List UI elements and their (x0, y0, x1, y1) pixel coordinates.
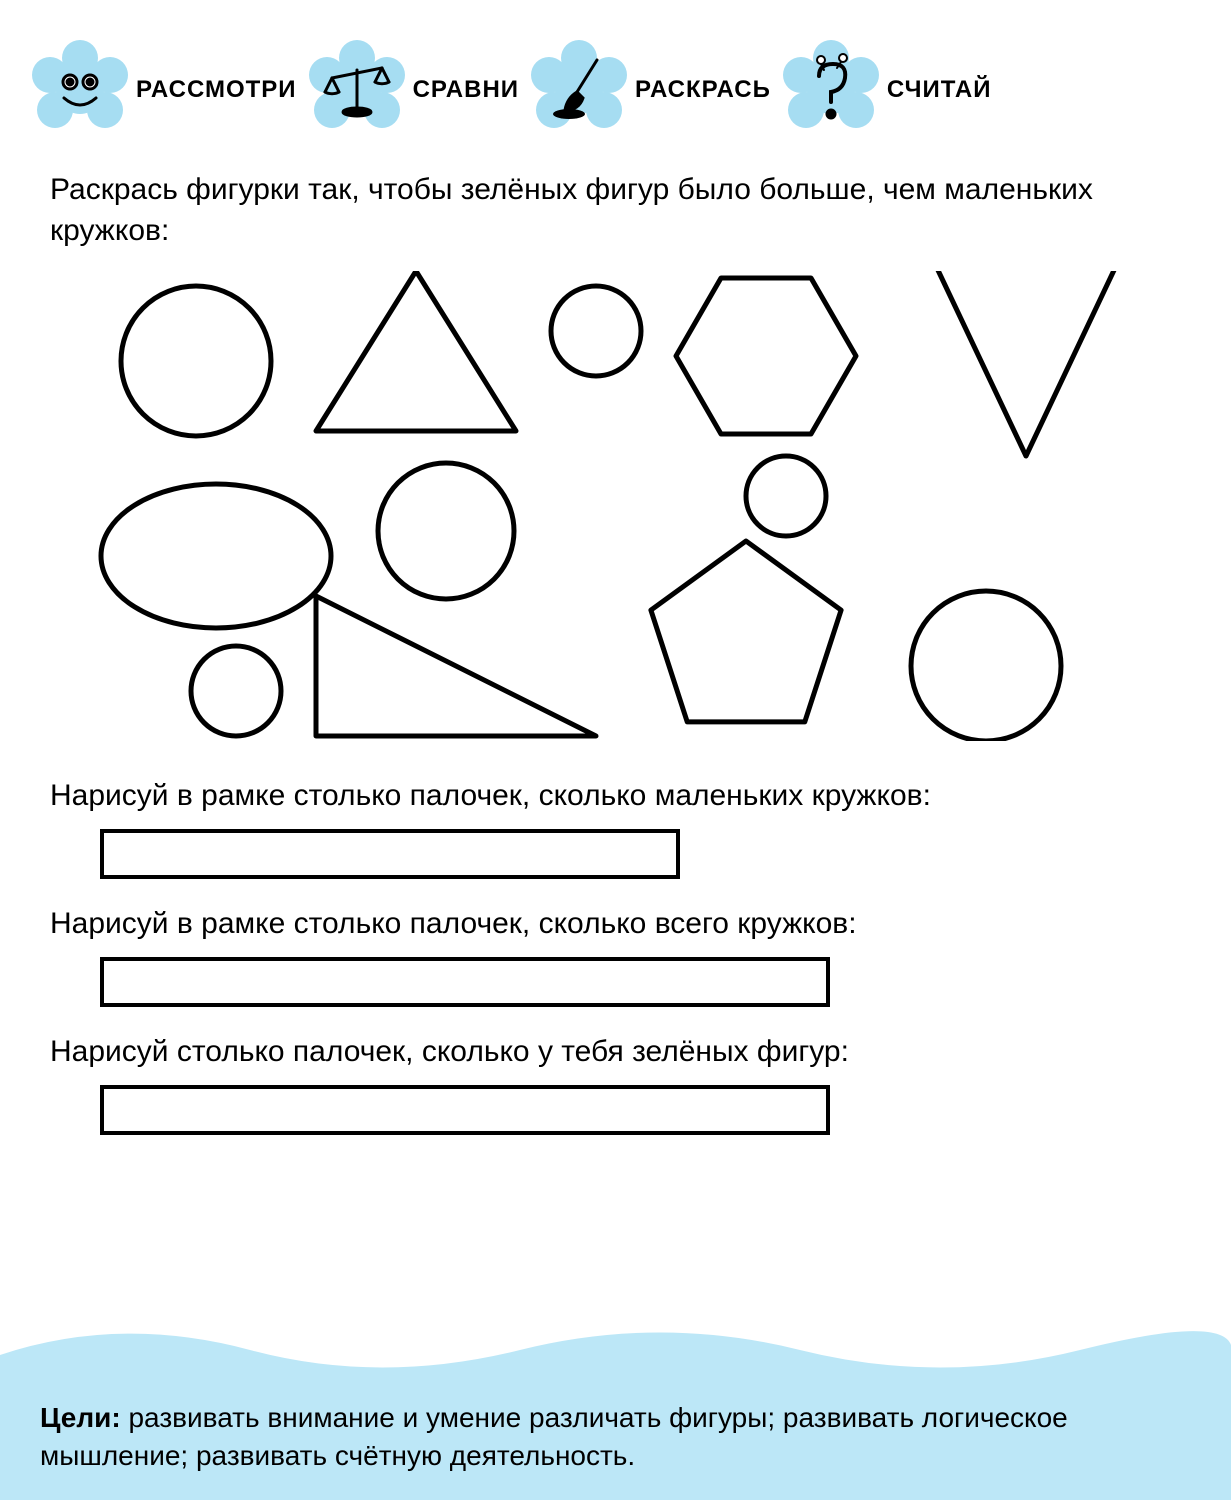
answer-box-3 (100, 1085, 1231, 1135)
goals-label: Цели: (40, 1402, 121, 1433)
shape-circle (191, 646, 281, 736)
shape-pentagon (650, 541, 840, 722)
shape-circle (378, 463, 514, 599)
shape-circle (911, 591, 1061, 741)
shapes-diagram (66, 271, 1166, 741)
task-text: Нарисуй в рамке столько палочек, сколько… (0, 761, 1231, 821)
scales-flower-icon (307, 40, 407, 140)
shape-circle (121, 286, 271, 436)
answer-box-2 (100, 957, 1231, 1007)
header-label: СРАВНИ (413, 76, 519, 104)
goals-text: Цели: развивать внимание и умение различ… (40, 1399, 1191, 1475)
header-item-observe: РАССМОТРИ (30, 40, 297, 140)
smile-flower-icon (30, 40, 130, 140)
shape-circle (746, 456, 826, 536)
shape-circle (551, 286, 641, 376)
main-instruction: Раскрась фигурки так, чтобы зелёных фигу… (0, 150, 1231, 261)
shape-triangle (316, 271, 516, 431)
header-label: СЧИТАЙ (887, 76, 992, 104)
header-item-count: СЧИТАЙ (781, 40, 992, 140)
question-flower-icon (781, 40, 881, 140)
activity-header: РАССМОТРИ СРАВНИ (0, 0, 1231, 150)
header-item-color: РАСКРАСЬ (529, 40, 771, 140)
answer-box-1 (100, 829, 1231, 879)
shape-ellipse (101, 484, 331, 628)
task-text: Нарисуй столько палочек, сколько у тебя … (0, 1017, 1231, 1077)
footer-wave: Цели: развивать внимание и умение различ… (0, 1310, 1231, 1500)
shape-hexagon (676, 278, 856, 434)
goals-body: развивать внимание и умение различать фи… (40, 1402, 1068, 1471)
header-item-compare: СРАВНИ (307, 40, 519, 140)
header-label: РАССМОТРИ (136, 76, 297, 104)
shape-triangle (936, 271, 1116, 456)
brush-flower-icon (529, 40, 629, 140)
header-label: РАСКРАСЬ (635, 76, 771, 104)
task-text: Нарисуй в рамке столько палочек, сколько… (0, 889, 1231, 949)
shape-right-triangle (316, 596, 596, 736)
